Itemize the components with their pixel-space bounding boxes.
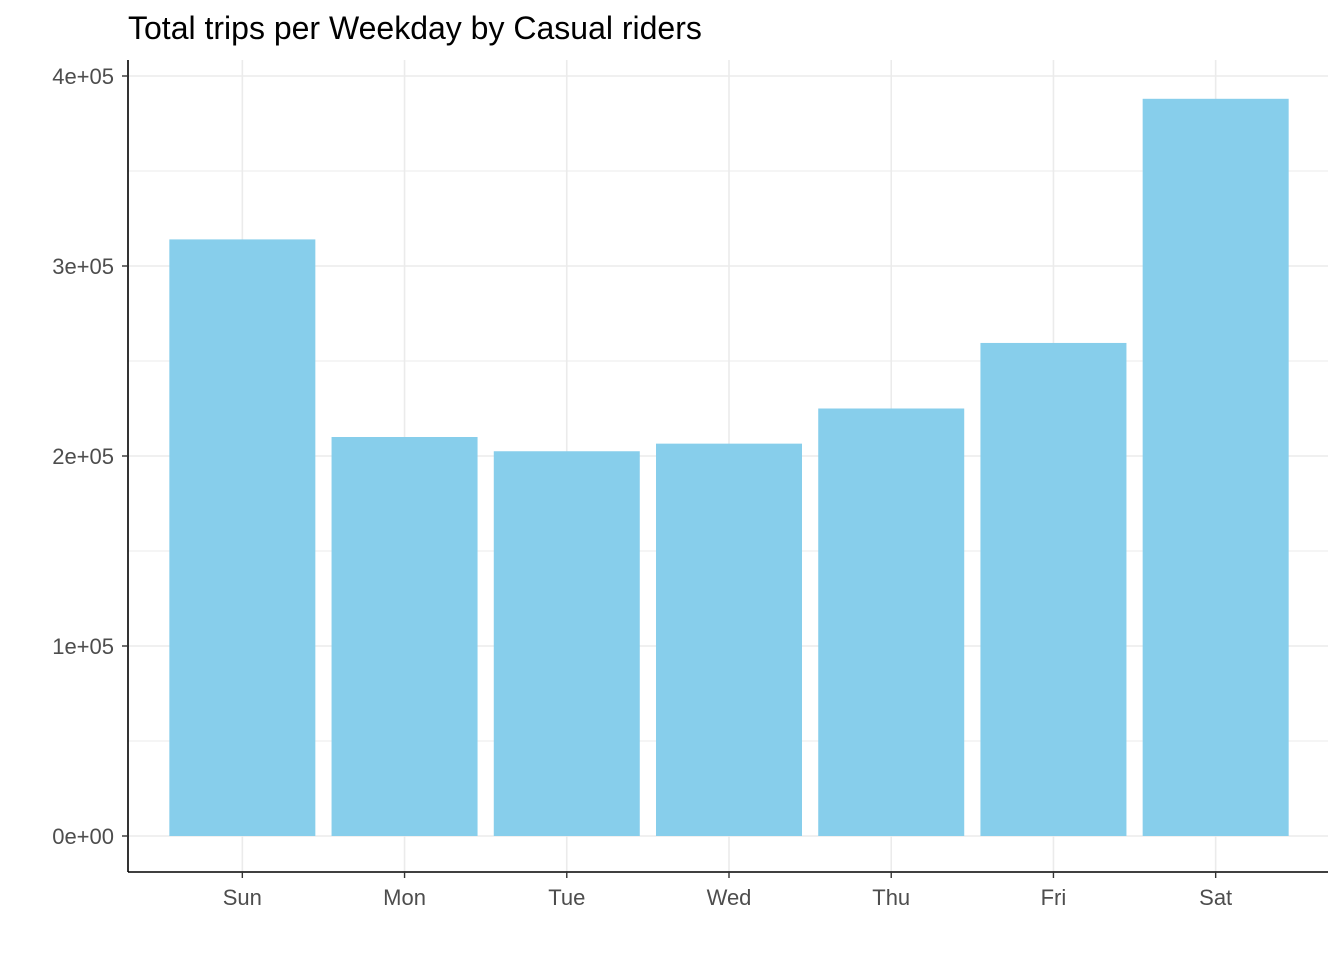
bar-tue (493, 451, 640, 836)
axes (127, 60, 1328, 873)
y-tick-label: 1e+05 (52, 634, 114, 659)
bar-sat (1142, 98, 1289, 837)
x-axis-ticks: Sun Mon Tue Wed Thu Fri Sat (223, 872, 1232, 910)
bar-wed (656, 443, 802, 836)
x-tick-label-fri: Fri (1041, 885, 1067, 910)
x-tick-label-wed: Wed (707, 885, 752, 910)
x-tick-label-thu: Thu (872, 885, 910, 910)
x-tick-label-sun: Sun (223, 885, 262, 910)
bar-mon (331, 437, 478, 836)
bars (169, 98, 1289, 837)
y-tick-label: 2e+05 (52, 444, 114, 469)
y-tick-label: 3e+05 (52, 254, 114, 279)
y-axis-ticks: 0e+00 1e+05 2e+05 3e+05 4e+05 (52, 64, 128, 849)
bar-thu (818, 408, 965, 836)
x-tick-label-sat: Sat (1199, 885, 1232, 910)
x-tick-label-tue: Tue (548, 885, 585, 910)
bar-sun (169, 239, 316, 836)
y-tick-label: 4e+05 (52, 64, 114, 89)
x-tick-label-mon: Mon (383, 885, 426, 910)
bar-fri (980, 342, 1127, 836)
y-tick-label: 0e+00 (52, 824, 114, 849)
chart-title: Total trips per Weekday by Casual riders (128, 10, 702, 46)
